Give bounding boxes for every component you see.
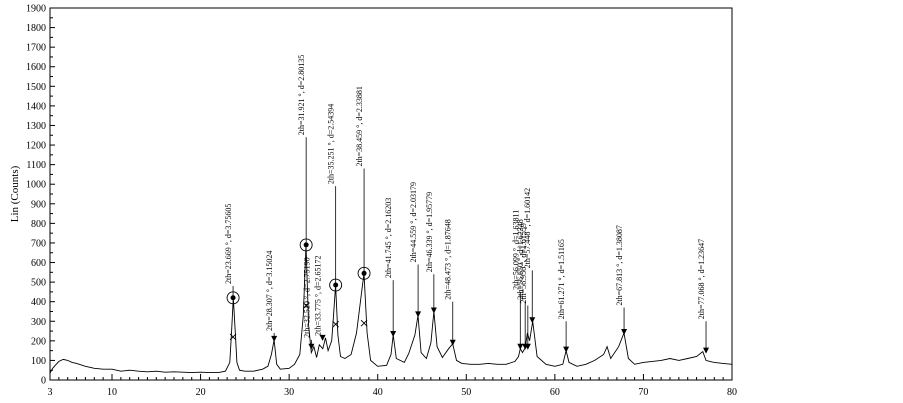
peak-dot-marker xyxy=(303,242,309,248)
y-tick-label: 100 xyxy=(31,356,46,367)
peak-label: 2th=31.921 °, d=2.80135 xyxy=(297,55,306,135)
cross-marker xyxy=(360,319,368,327)
cross-marker xyxy=(332,320,339,328)
peak-dot-marker xyxy=(230,295,236,301)
x-axis: 3 10 20 30 40 50 60 70 80 xyxy=(48,374,737,398)
plot-frame xyxy=(49,7,733,381)
peak-label: 2th=46.339 °, d=1.95779 xyxy=(425,192,434,272)
peak-triangle-marker xyxy=(621,329,628,336)
y-tick-label: 600 xyxy=(31,258,46,269)
x-tick-label: 80 xyxy=(727,387,737,398)
peak-label: 2th=77.068 °, d=1.23647 xyxy=(697,239,706,319)
peak-triangle-marker xyxy=(524,343,531,350)
y-axis: 0 100 200 300 400 500 600 700 800 900 1000 1100 1200… xyxy=(26,4,55,387)
peak-triangle-marker xyxy=(517,343,524,350)
y-tick-label: 1700 xyxy=(26,43,46,54)
y-tick-label: 1200 xyxy=(26,141,46,152)
y-tick-label: 1000 xyxy=(26,180,46,191)
peak-circle-marker xyxy=(329,278,343,292)
y-tick-label: 1100 xyxy=(26,160,46,171)
y-tick-label: 1400 xyxy=(26,101,46,112)
peak-label: 2th=56.099 °, d=1.63811 xyxy=(511,210,520,290)
y-tick-label: 1800 xyxy=(26,23,46,34)
peak-label: 2th=41.745 °, d=2.16203 xyxy=(384,198,393,278)
y-tick-label: 400 xyxy=(31,297,46,308)
peak-label: 2th=33.775 °, d=2.65172 xyxy=(314,255,323,335)
peak-triangle-marker xyxy=(415,311,422,318)
cross-marker xyxy=(229,333,237,341)
y-tick-label: 900 xyxy=(31,199,46,210)
peak-label: 2th=61.271 °, d=1.51165 xyxy=(557,239,566,319)
peak-label: 2th=56.950 °, d=1.61559 xyxy=(519,223,528,303)
peak-label: 2th=32.510 °, d=2.75190 xyxy=(302,257,311,337)
peak-triangle-marker xyxy=(308,343,315,350)
peak-label: 2th=56.650 °, d=1.62348 xyxy=(516,219,525,299)
peak-dot-marker xyxy=(361,270,367,276)
peak-dot-marker xyxy=(333,282,339,288)
peak-label: 2th=48.473 °, d=1.87648 xyxy=(444,219,453,299)
y-tick-label: 800 xyxy=(31,219,46,230)
peak-triangle-marker xyxy=(529,317,536,324)
x-tick-label: 30 xyxy=(284,387,294,398)
peak-label: 2th=38.459 °, d=2.33881 xyxy=(355,86,364,166)
peak-triangle-marker xyxy=(319,334,326,341)
peak-label: 2th=23.669 °, d=3.75605 xyxy=(224,204,233,284)
cross-marker xyxy=(302,302,310,309)
x-tick-label: 50 xyxy=(461,387,471,398)
x-tick-label: 70 xyxy=(638,387,648,398)
peak-triangle-marker xyxy=(563,346,570,353)
y-tick-label: 700 xyxy=(31,238,46,249)
x-tick-label: 40 xyxy=(373,387,383,398)
x-tick-label: 60 xyxy=(550,387,560,398)
y-tick-label: 500 xyxy=(31,278,46,289)
y-tick-label: 1900 xyxy=(26,4,46,15)
peak-label: 2th=28.307 °, d=3.15024 xyxy=(265,251,274,331)
x-tick-label: 20 xyxy=(196,387,206,398)
peak-label: 2th=44.559 °, d=2.03179 xyxy=(409,182,418,262)
peak-triangle-marker xyxy=(430,307,437,314)
peak-triangle-marker xyxy=(449,339,456,346)
y-tick-label: 200 xyxy=(31,336,46,347)
x-tick-label: 10 xyxy=(107,387,117,398)
x-tick-label: 3 xyxy=(48,387,53,398)
y-axis-label: Lin (Counts) xyxy=(9,165,21,222)
peak-circle-marker xyxy=(357,266,371,280)
peak-annotations: 2th=23.669 °, d=3.75605 2th=28.307 °, d=3… xyxy=(224,55,707,352)
peak-circle-marker xyxy=(226,291,240,305)
peak-triangle-marker xyxy=(390,330,397,337)
y-tick-label: 300 xyxy=(31,317,46,328)
peak-markers xyxy=(226,238,710,354)
peak-label: 2th=35.251 °, d=2.54394 xyxy=(327,104,336,184)
y-tick-label: 1600 xyxy=(26,62,46,73)
y-tick-label: 1500 xyxy=(26,82,46,93)
y-tick-label: 1300 xyxy=(26,121,46,132)
peak-triangle-marker xyxy=(703,347,710,354)
peak-label: 2th=67.813 °, d=1.38087 xyxy=(615,225,624,305)
peak-circle-marker xyxy=(299,238,313,252)
peak-label: 2th=57.448 °, d=1.60142 xyxy=(523,188,532,268)
diffraction-line xyxy=(49,244,733,374)
y-tick-label: 0 xyxy=(41,376,46,387)
peak-triangle-marker xyxy=(271,335,278,342)
